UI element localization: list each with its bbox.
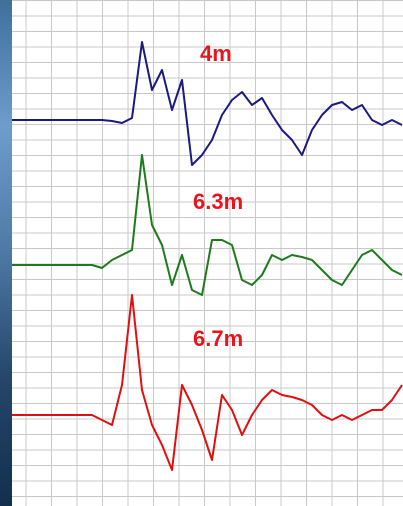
trace-label: 4m (200, 41, 232, 66)
trace (12, 294, 403, 471)
ocean-strip (0, 0, 12, 506)
trace-label: 6.7m (193, 326, 243, 351)
trace (12, 41, 403, 166)
trace (12, 154, 403, 296)
trace-label: 6.3m (193, 189, 243, 214)
